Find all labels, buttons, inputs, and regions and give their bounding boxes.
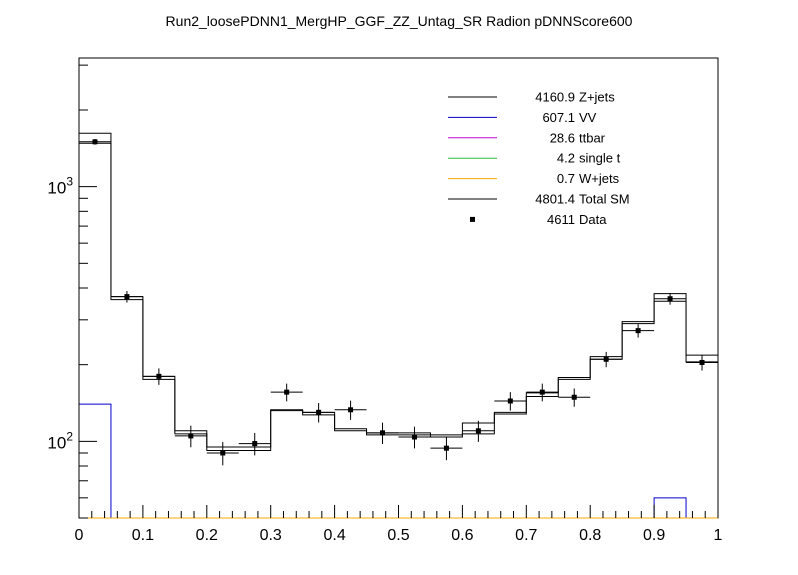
x-tick-label: 0.4	[323, 527, 345, 544]
data-point	[206, 441, 239, 466]
legend-label: Total SM	[579, 192, 630, 207]
data-point-marker	[539, 389, 545, 395]
x-tick-label: 0.9	[643, 527, 665, 544]
legend-label: ttbar	[579, 130, 606, 145]
x-tick-label: 0.6	[451, 527, 473, 544]
data-point	[494, 392, 527, 411]
legend-entry-data: 4611 Data	[470, 212, 607, 227]
data-point	[430, 437, 463, 461]
legend-entry-vv: 607.1 VV	[448, 110, 597, 125]
legend-yield: 4611	[547, 212, 575, 227]
data-point-marker	[699, 359, 705, 365]
data-point-marker	[380, 430, 386, 436]
x-tick-label: 0.5	[387, 527, 409, 544]
data-point	[174, 425, 207, 448]
legend-yield: 28.6	[550, 130, 575, 145]
data-point	[142, 368, 175, 385]
data-point	[79, 138, 111, 145]
data-point	[526, 383, 559, 402]
legend-label: Z+jets	[579, 90, 615, 105]
plot-frame	[78, 57, 719, 519]
legend-entry-w-jets: 0.7 W+jets	[448, 171, 620, 186]
data-point-marker	[635, 328, 641, 334]
data-point-marker	[571, 394, 577, 400]
data-point	[110, 291, 143, 303]
legend-yield: 0.7	[557, 171, 575, 186]
legend-yield: 4.2	[557, 151, 575, 166]
legend-yield: 607.1	[542, 110, 575, 125]
legend-entry-ttbar: 28.6 ttbar	[448, 130, 606, 145]
x-tick-label: 0.2	[196, 527, 218, 544]
data-point-marker	[284, 389, 290, 395]
data-point	[238, 432, 271, 456]
data-point	[558, 388, 591, 407]
data-point	[686, 354, 718, 371]
x-tick-label: 0.8	[579, 527, 601, 544]
data-point-marker	[124, 294, 130, 300]
data-point-marker	[667, 296, 673, 302]
legend-yield: 4801.4	[535, 192, 575, 207]
data-point	[366, 422, 399, 445]
legend-entry-z-jets: 4160.9 Z+jets	[448, 90, 615, 105]
y-tick-label: 102	[47, 429, 73, 452]
legend-label: single t	[579, 151, 621, 166]
data-point	[462, 420, 495, 442]
data-point-marker	[603, 356, 609, 362]
data-point-marker	[92, 139, 98, 145]
legend-entry-single-t: 4.2 single t	[448, 151, 621, 166]
data-point	[302, 403, 335, 423]
legend-entry-total-sm: 4801.4 Total SM	[448, 192, 630, 207]
legend-label: W+jets	[579, 171, 620, 186]
x-tick-label: 0.7	[515, 527, 537, 544]
data-point-marker	[252, 441, 258, 447]
data-point-marker	[316, 409, 322, 415]
data-point	[270, 383, 303, 402]
legend-yield: 4160.9	[535, 90, 575, 105]
data-point	[590, 351, 623, 368]
legend-label: VV	[579, 110, 597, 125]
data-point-marker	[507, 398, 513, 404]
data-point-marker	[156, 373, 162, 379]
legend-label: Data	[579, 212, 607, 227]
x-tick-label: 0	[75, 527, 84, 544]
x-tick-label: 1	[714, 527, 723, 544]
y-tick-label: 103	[47, 175, 73, 198]
data-point-marker	[220, 450, 226, 456]
legend-point-swatch	[470, 216, 475, 222]
x-tick-label: 0.3	[260, 527, 282, 544]
data-point-marker	[411, 434, 417, 440]
data-point-marker	[188, 433, 194, 439]
data-point-marker	[348, 407, 354, 413]
data-point-marker	[443, 445, 449, 451]
data-point	[398, 426, 431, 449]
data-point-marker	[475, 428, 481, 434]
data-point	[622, 324, 655, 338]
data-point	[654, 293, 687, 305]
chart-title: Run2_loosePDNN1_MergHP_GGF_ZZ_Untag_SR R…	[166, 13, 633, 29]
data-point	[334, 400, 367, 420]
x-tick-label: 0.1	[132, 527, 154, 544]
